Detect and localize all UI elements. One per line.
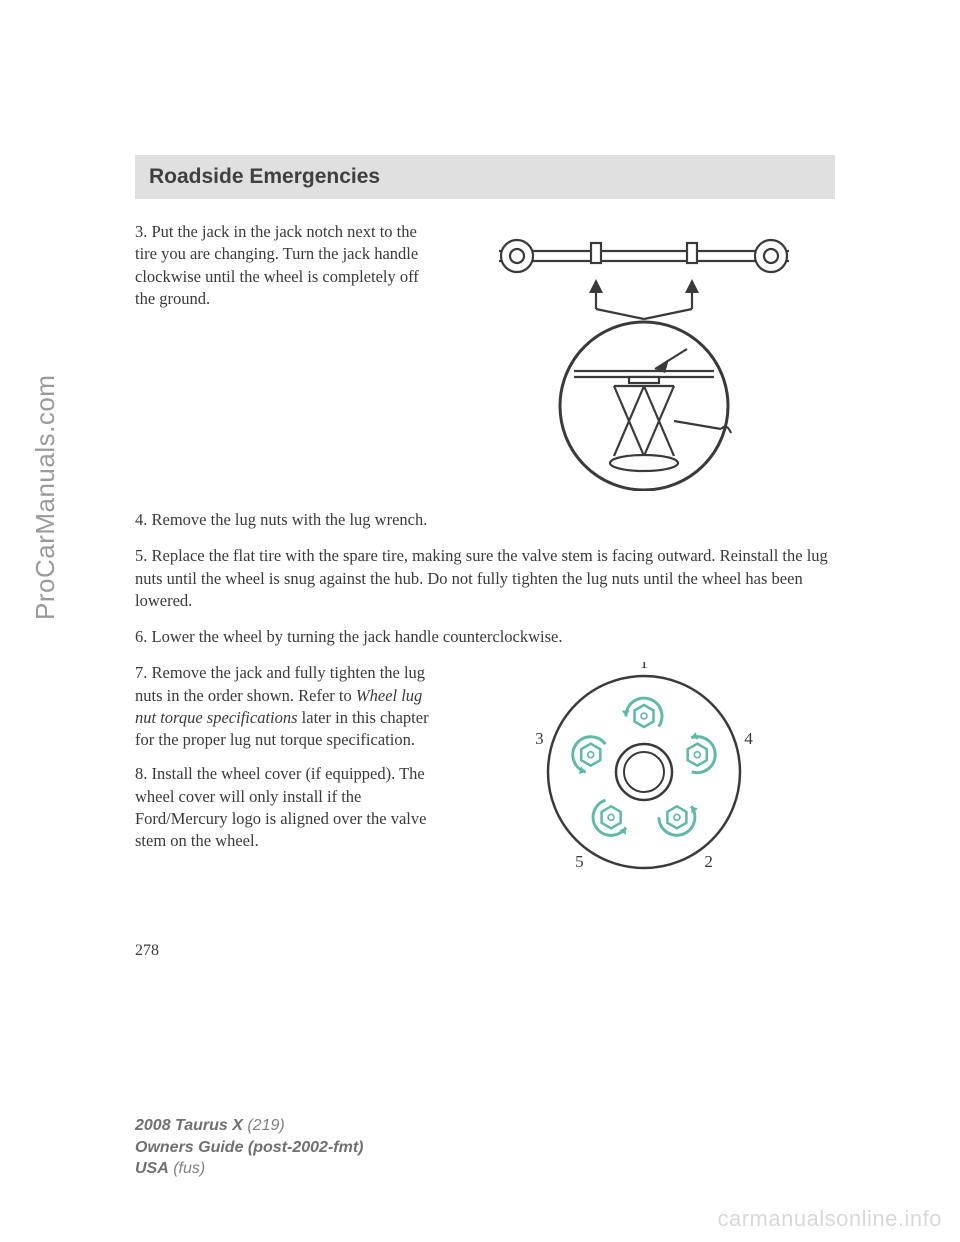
step-7-8-col: 7. Remove the jack and fully tighten the… (135, 662, 435, 882)
side-watermark: ProCarManuals.com (30, 375, 61, 620)
step-8-text: 8. Install the wheel cover (if equipped)… (135, 763, 435, 852)
footer-model-code: (219) (243, 1117, 285, 1134)
footer-line-3: USA (fus) (135, 1158, 363, 1180)
footer-region-code: (fus) (169, 1160, 205, 1177)
footer-model: 2008 Taurus X (135, 1117, 243, 1134)
svg-text:3: 3 (535, 729, 544, 748)
footer-line-1: 2008 Taurus X (219) (135, 1115, 363, 1137)
step-7-text: 7. Remove the jack and fully tighten the… (135, 662, 435, 751)
step-7-8-row: 7. Remove the jack and fully tighten the… (135, 662, 835, 882)
step-4-text: 4. Remove the lug nuts with the lug wren… (135, 509, 835, 531)
step-5-text: 5. Replace the flat tire with the spare … (135, 545, 835, 612)
step-6-text: 6. Lower the wheel by turning the jack h… (135, 626, 835, 648)
svg-text:4: 4 (744, 729, 753, 748)
page-content: Roadside Emergencies 3. Put the jack in … (135, 155, 835, 960)
section-title: Roadside Emergencies (149, 165, 380, 188)
footer: 2008 Taurus X (219) Owners Guide (post-2… (135, 1115, 363, 1180)
svg-text:2: 2 (704, 852, 713, 871)
section-header: Roadside Emergencies (135, 155, 835, 199)
svg-text:1: 1 (640, 662, 649, 672)
svg-text:5: 5 (575, 852, 584, 871)
step-3-text: 3. Put the jack in the jack notch next t… (135, 221, 435, 491)
page-number: 278 (135, 942, 835, 960)
jack-figure (453, 221, 835, 491)
footer-line-2: Owners Guide (post-2002-fmt) (135, 1137, 363, 1159)
footer-region: USA (135, 1160, 169, 1177)
lugnut-figure: 1 2 3 4 5 (453, 662, 835, 882)
bottom-watermark: carmanualsonline.info (717, 1206, 942, 1232)
step-3-row: 3. Put the jack in the jack notch next t… (135, 221, 835, 491)
